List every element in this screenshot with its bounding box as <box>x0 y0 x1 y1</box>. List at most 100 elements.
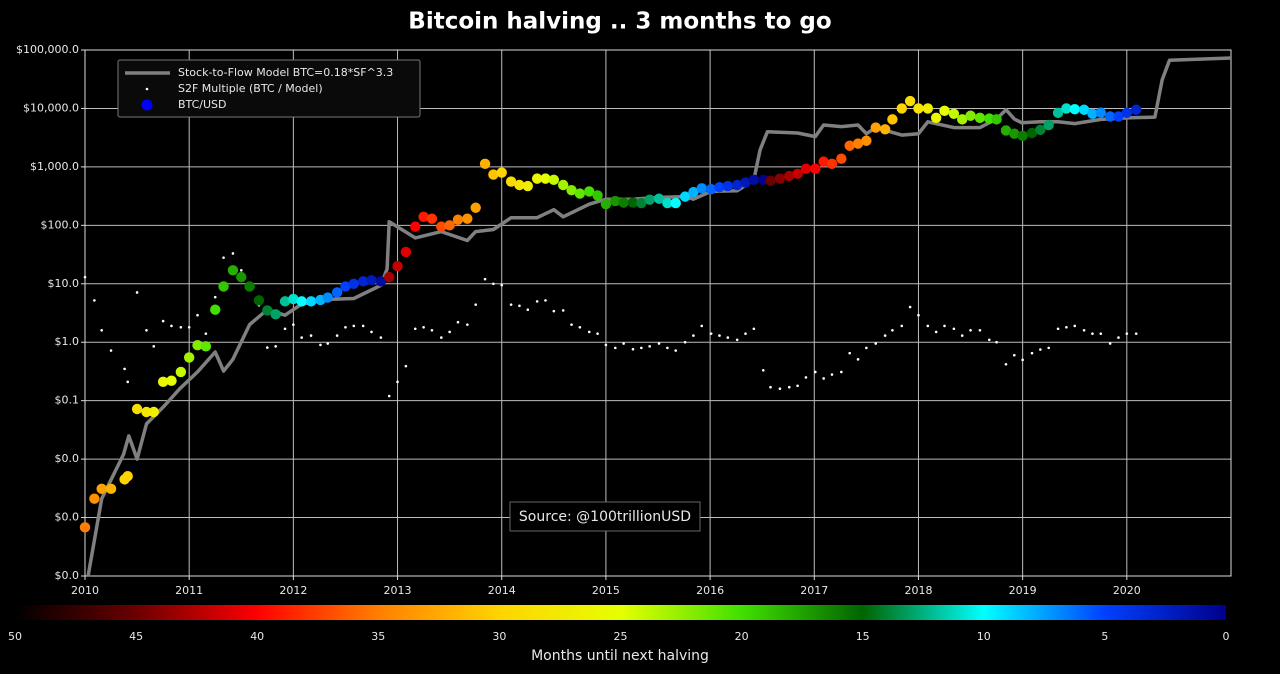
btc-dot <box>227 265 239 276</box>
x-tick-label: 2017 <box>800 584 828 597</box>
btc-dot <box>904 95 916 107</box>
btc-dot <box>705 184 717 195</box>
s2f-dot <box>865 346 868 350</box>
s2f-dot <box>231 252 235 255</box>
s2f-dot <box>379 336 383 339</box>
btc-dot <box>236 271 247 283</box>
s2f-dot <box>891 328 894 332</box>
colorbar-tick-label: 45 <box>129 630 143 643</box>
s2f-dot <box>840 370 843 374</box>
s2f-dot <box>596 332 599 335</box>
s2f-dot <box>152 345 156 348</box>
btc-dot <box>896 103 907 114</box>
source-frame <box>509 501 701 532</box>
s2f-dot <box>1073 324 1077 328</box>
btc-dot <box>357 276 369 287</box>
btc-dot <box>192 339 203 351</box>
btc-dot <box>670 197 681 209</box>
x-tick-label: 2012 <box>279 584 307 597</box>
btc-dot <box>531 173 543 184</box>
btc-dot <box>688 186 699 198</box>
btc-dot <box>96 483 107 495</box>
s2f-dot <box>292 323 295 326</box>
source-annotation: Source: @100trillionUSD <box>519 509 691 525</box>
chart-title: Bitcoin halving .. 3 months to go <box>408 9 831 35</box>
btc-dot <box>470 202 481 213</box>
s2f-dot <box>161 319 165 323</box>
s2f-dot <box>917 313 920 317</box>
s2f-dot <box>274 345 277 348</box>
s2f-dot <box>778 387 782 391</box>
s2f-dot <box>404 364 408 368</box>
s2f-dot <box>796 384 799 388</box>
s2f-dot <box>300 336 303 339</box>
s2f-dot <box>848 351 851 355</box>
legend-label: BTC/USD <box>178 98 227 111</box>
btc-dot <box>462 213 473 224</box>
colorbar-tick-label: 0 <box>1223 630 1230 643</box>
y-tick-label: $10,000.0 <box>23 101 79 114</box>
s2f-dot <box>726 336 730 339</box>
btc-dot <box>340 281 351 292</box>
btc-dot <box>861 135 872 146</box>
s2f-dot <box>1065 326 1068 329</box>
s2f-dot <box>709 332 713 335</box>
btc-dot <box>392 260 403 272</box>
btc-dot <box>426 213 438 224</box>
legend-label: Stock-to-Flow Model BTC=0.18*SF^3.3 <box>178 66 393 79</box>
colorbar-tick-label: 5 <box>1101 630 1108 643</box>
btc-dot <box>792 168 803 180</box>
btc-dot <box>810 163 821 174</box>
s2f-dot <box>631 347 635 351</box>
s2f-dot <box>1099 332 1103 335</box>
btc-dot <box>400 246 412 258</box>
btc-dot <box>930 112 942 124</box>
s2f-dot <box>123 367 126 371</box>
btc-dot <box>584 186 595 197</box>
lines <box>86 56 1232 577</box>
btc-dot <box>418 211 429 222</box>
btc-dot <box>1017 130 1028 142</box>
source-box: Source: @100trillionUSD <box>509 501 701 532</box>
s2f-dot <box>995 340 998 344</box>
s2f-dot <box>326 342 330 345</box>
btc-dot <box>870 122 881 133</box>
x-tick-label: 2020 <box>1113 584 1141 597</box>
s2f-dot <box>1030 351 1034 355</box>
s2f-dot <box>1108 342 1112 345</box>
s2f-dot <box>1125 332 1129 335</box>
btc-dot <box>522 180 533 192</box>
colorbar <box>15 605 1226 620</box>
s2f-dot <box>744 332 747 335</box>
btc-dot <box>826 158 838 169</box>
colorbar-tick-label: 15 <box>856 630 870 643</box>
btc-dot <box>348 278 359 289</box>
s2f-dot <box>213 295 217 299</box>
plot-frame <box>84 49 1232 577</box>
btc-dot <box>610 195 621 207</box>
btc-dot <box>210 304 221 315</box>
s2f-dot <box>1117 336 1120 339</box>
s2f-dot <box>787 385 791 389</box>
btc-dot <box>696 183 707 194</box>
x-tick-label: 2011 <box>175 584 203 597</box>
s2f-dot <box>570 323 573 326</box>
btc-dot <box>722 180 734 192</box>
dots <box>79 95 1142 533</box>
s2f-dot <box>500 283 504 287</box>
s2f-dot <box>943 324 946 328</box>
btc-dot <box>887 114 898 125</box>
btc-dot <box>714 181 725 193</box>
btc-dot <box>1121 107 1133 119</box>
colorbar-tick-label: 20 <box>735 630 749 643</box>
s2f-dot <box>692 334 695 337</box>
btc-dot <box>366 275 377 286</box>
btc-dot <box>148 406 159 418</box>
y-tick-label: $1,000.0 <box>30 160 79 173</box>
s2f-dot <box>222 256 225 259</box>
s2f-dot <box>978 328 982 332</box>
btc-dot <box>836 153 847 164</box>
btc-dot <box>844 140 855 151</box>
s2f-dot <box>413 327 417 331</box>
